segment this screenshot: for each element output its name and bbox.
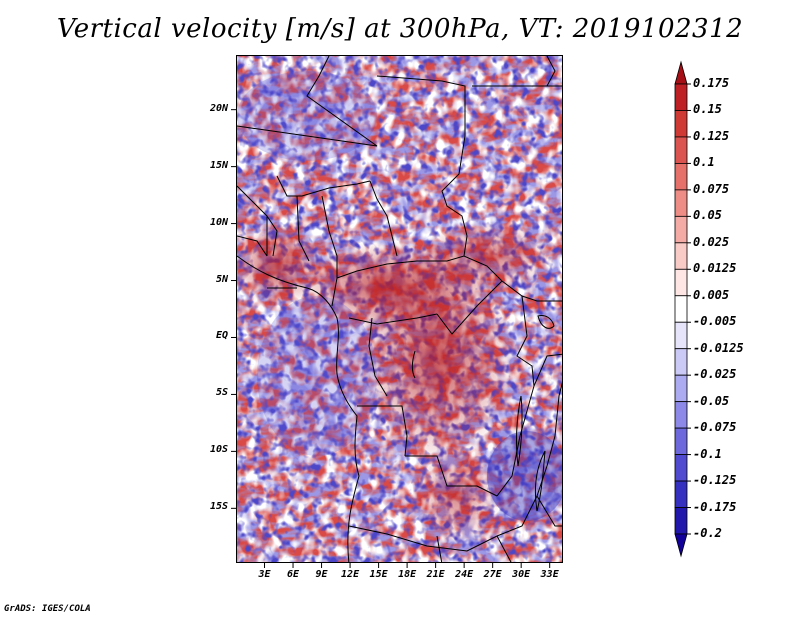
colorbar-bin [674,83,688,111]
y-axis-label: 20N [209,102,228,114]
colorbar-min-arrow [674,533,688,558]
colorbar-bin [674,427,688,455]
colorbar-level-label: 0.175 [693,76,730,90]
colorbar-bin [674,321,688,350]
colorbar-bin [674,242,688,270]
grads-credit: GrADS: IGES/COLA [4,604,91,614]
colorbar-level-label: 0.005 [693,287,730,302]
colorbar-bin [674,163,688,191]
colorbar-bin [674,110,688,138]
colorbar-level-label: -0.05 [693,393,730,408]
country-borders [237,56,562,562]
x-axis-label: 3E [258,569,271,580]
x-axis-label: 27E [483,569,502,580]
colorbar-level-label: -0.1 [693,446,722,461]
colorbar-level-label: 0.0125 [693,261,737,276]
x-axis-label: 21E [426,569,445,580]
colorbar-level-label: -0.075 [693,420,737,435]
x-axis-label: 18E [398,569,417,580]
y-axis-label: 5S [215,387,228,399]
y-axis-label: 10N [209,216,228,228]
map-title: Vertical velocity [m/s] at 300hPa, VT: 2… [56,14,744,44]
colorbar-level-label: 0.15 [693,102,722,117]
colorbar-max-arrow [674,60,688,85]
colorbar-level-label: 0.025 [693,234,730,249]
y-axis-label: 5N [215,273,228,285]
colorbar-bin [674,215,688,244]
x-axis-label: 9E [315,569,328,580]
x-axis-label: 30E [512,569,531,580]
colorbar-bin [674,189,688,217]
colorbar-level-label: -0.175 [693,499,737,514]
colorbar-bin [674,480,688,508]
map-plot-area [236,55,563,563]
colorbar-level-label: -0.005 [693,314,737,329]
y-axis-label: 10S [209,444,228,456]
colorbar-level-label: -0.025 [693,367,737,382]
colorbar-bin [674,507,688,535]
colorbar-level-label: 0.125 [693,128,730,143]
y-axis-label: 15S [209,501,228,513]
x-axis-label: 24E [455,569,474,580]
colorbar-bin [674,454,688,482]
colorbar-level-label: -0.2 [693,526,722,540]
colorbar-bin [674,401,688,429]
x-axis-label: 33E [540,569,559,580]
colorbar-level-label: -0.125 [693,473,737,488]
colorbar-level-label: 0.1 [693,155,715,170]
x-axis-label: 15E [369,569,388,580]
colorbar-level-label: 0.075 [693,181,730,196]
colorbar-bin [674,295,688,323]
colorbar-bin [674,374,688,403]
y-axis-label: 15N [209,159,228,171]
colorbar-level-label: -0.0125 [693,340,744,355]
colorbar-bin [674,136,688,164]
colorbar-bin [674,268,688,297]
colorbar-level-label: 0.05 [693,208,722,223]
y-axis-label: EQ [215,330,228,342]
colorbar-bin [674,348,688,376]
x-axis-label: 12E [341,569,360,580]
x-axis-label: 6E [287,569,300,580]
